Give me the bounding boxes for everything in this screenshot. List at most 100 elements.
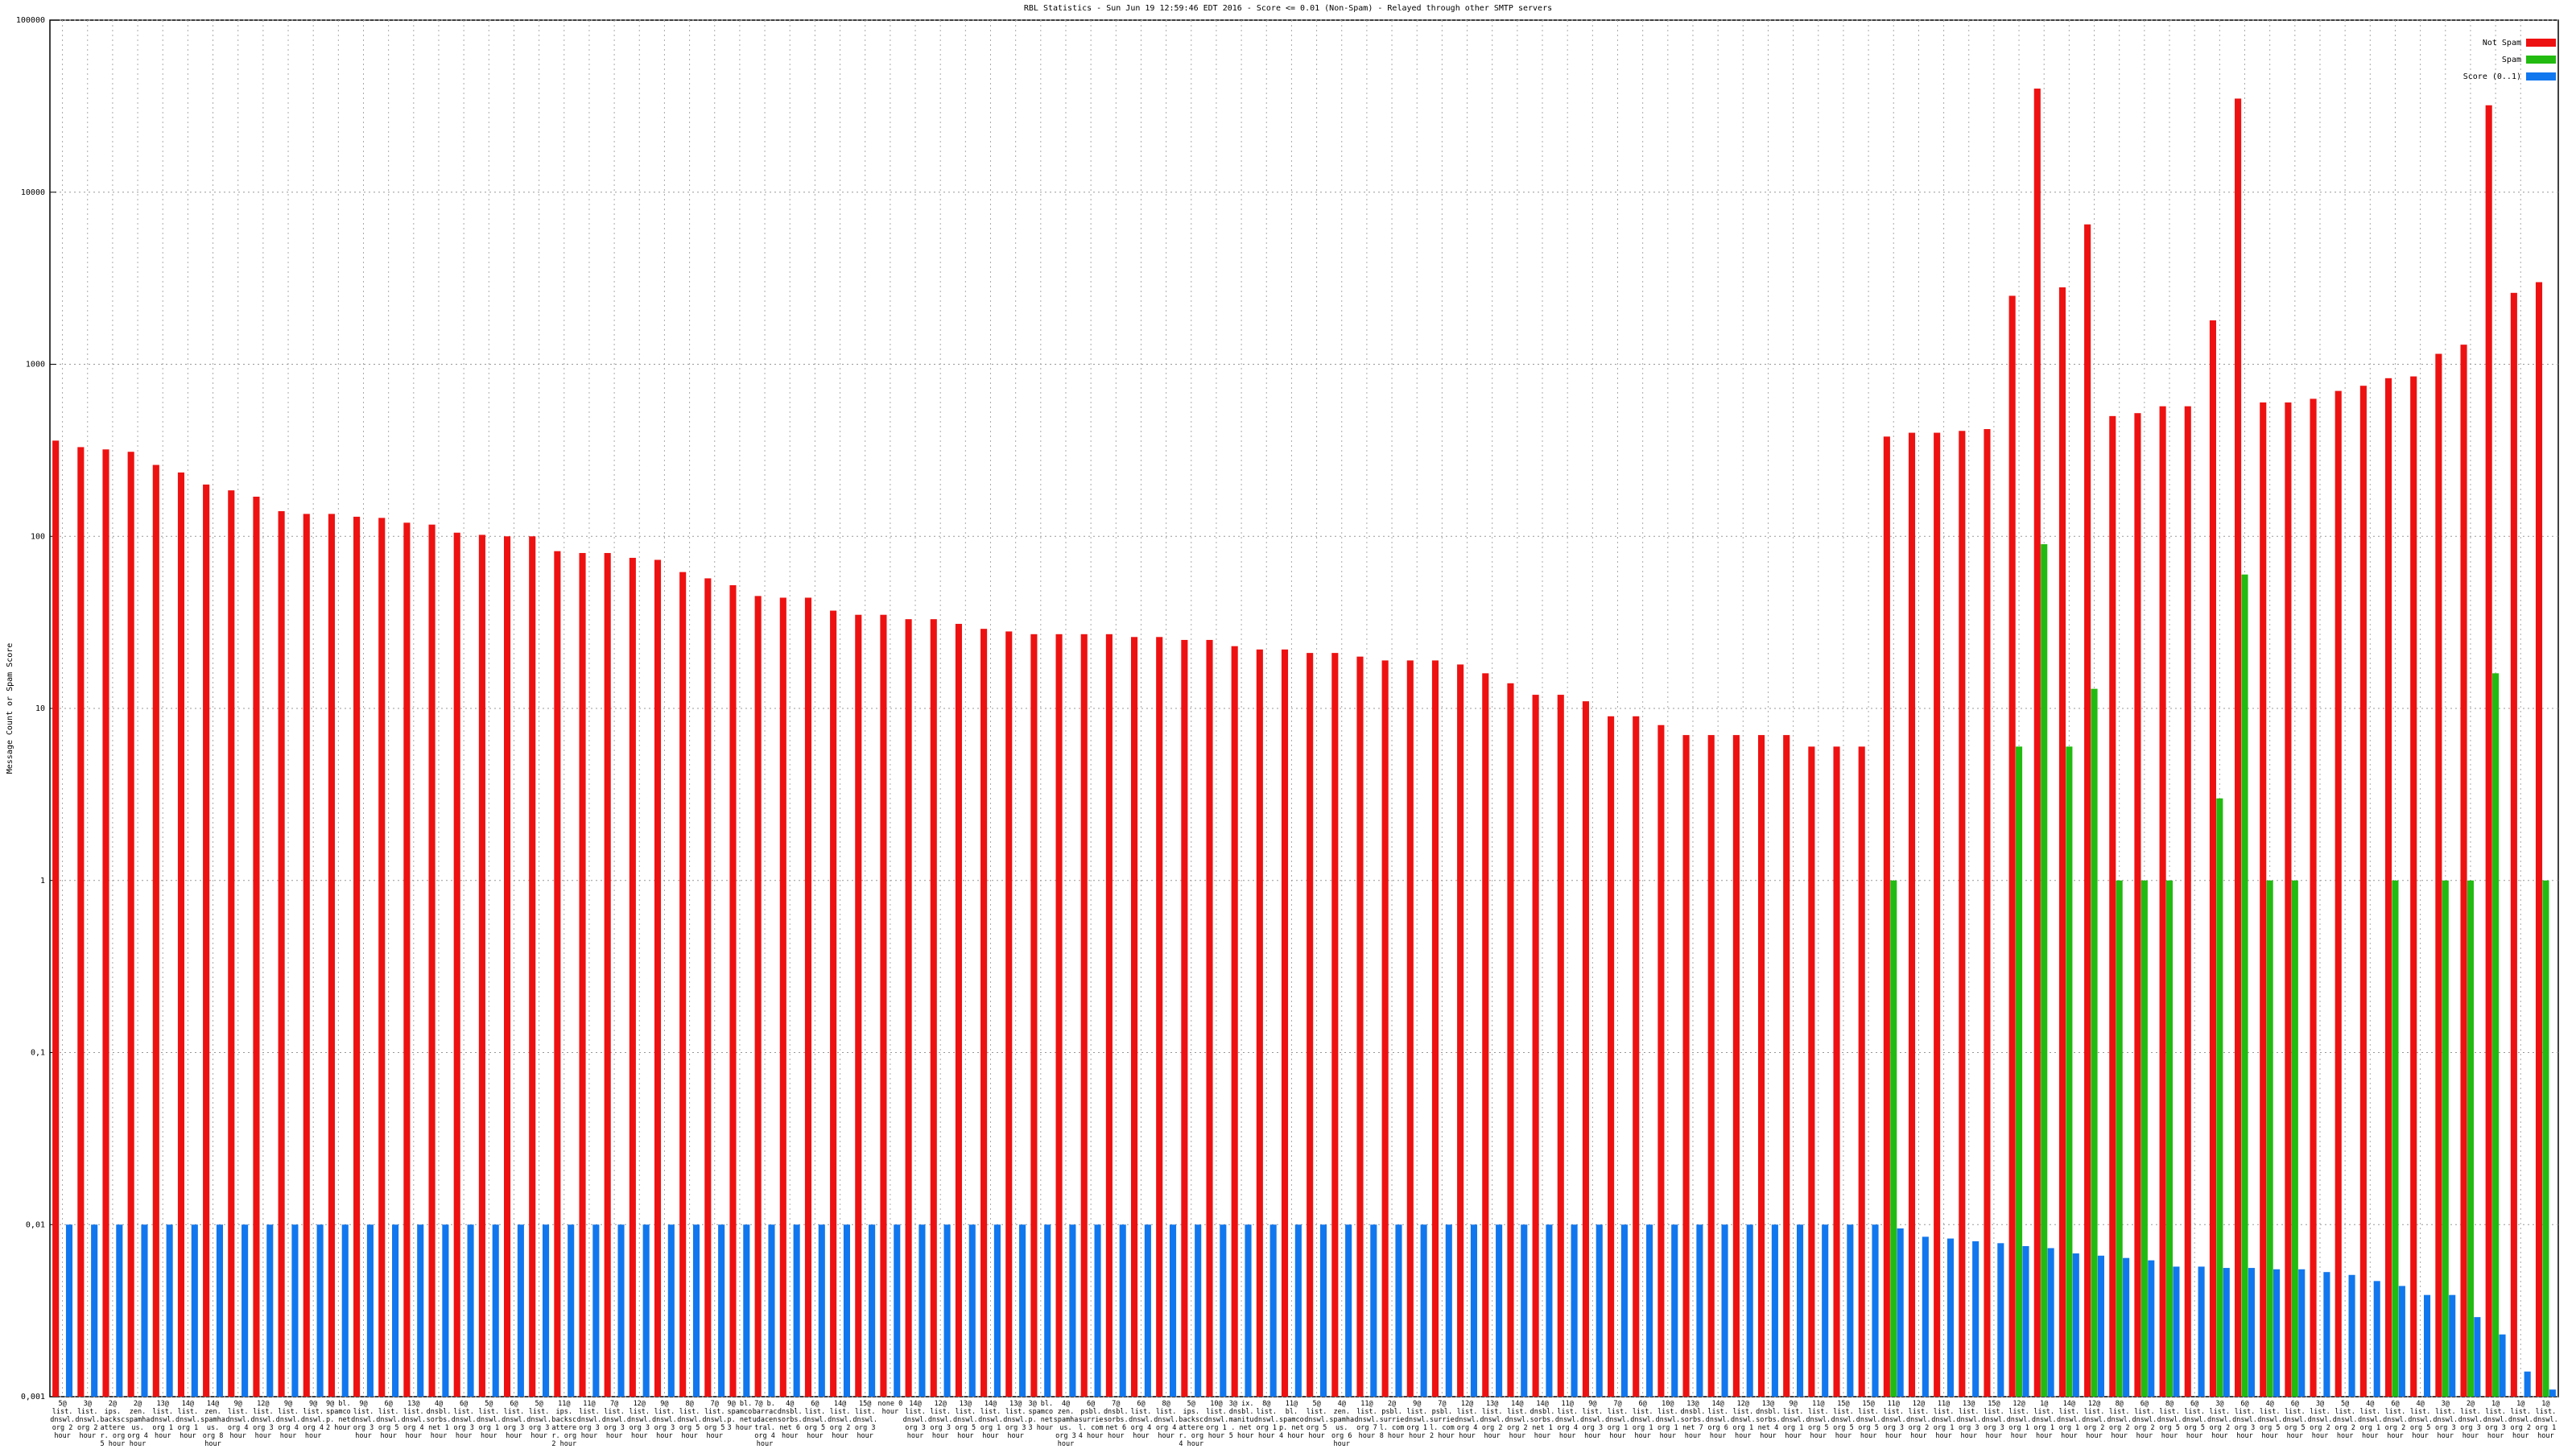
x-tick-label: 5@ list. dnswl. org 5 hour [1304,1400,1329,1440]
legend-swatch [2526,56,2556,64]
legend-label: Not Spam [2483,39,2521,47]
x-tick-label: 14@ dnsbl. sorbs. net 1 hour [1530,1400,1555,1440]
bar [993,1224,1001,1397]
x-tick-label: 2@ list. dnswl. org 3 hour [2458,1400,2483,1440]
bar [1847,1224,1854,1397]
bar [1771,1224,1778,1397]
bar [2223,1268,2230,1397]
bar [2084,224,2091,1397]
x-tick-label: 6@ list. dnswl. org 3 hour [502,1400,526,1440]
bar [1356,656,1364,1397]
x-tick-label: 11@ list. dnswl. org 7 hour [1354,1400,1380,1440]
bar [1019,1224,1026,1397]
bar [1395,1224,1402,1397]
x-tick-label: 8@ list. dnswl. org 5 hour [677,1400,702,1440]
x-tick-label: 3@ ix. dnsbl. manitu. net 5 hour [1228,1400,1254,1440]
x-tick-label: 13@ list. dnswl. org 1 hour [150,1400,175,1440]
x-tick-label: 8@ list. dnswl. org 1 hour [1253,1400,1279,1440]
bar [177,472,185,1397]
bar [692,1224,700,1397]
bar [442,1224,449,1397]
x-tick-label: 5@ list. dnswl. org 1 hour [476,1400,502,1440]
bar [1331,653,1339,1397]
bar [102,449,109,1397]
bar [2442,880,2449,1397]
bar [2016,746,2023,1397]
bar [2248,1268,2255,1397]
bar [529,536,536,1397]
bar [1206,639,1213,1397]
x-tick-label: 12@ list. dnswl. org 3 hour [626,1400,652,1440]
x-tick-label: 12@ list. dnswl. org 3 hour [927,1400,953,1440]
bar [341,1224,349,1397]
bar [654,559,662,1397]
bar [2492,673,2500,1397]
bar [2008,295,2016,1397]
x-tick-label: 14@ list. dnswl. org 6 hour [1705,1400,1731,1440]
bar [2392,880,2399,1397]
x-tick-label: 7@ list. dnswl. org 5 hour [702,1400,728,1440]
bar [1732,735,1740,1397]
bar [1521,1224,1528,1397]
x-tick-label: 4@ list. dnswl. org 5 hour [2257,1400,2283,1440]
bar [894,1224,901,1397]
bar [1105,634,1113,1397]
bar [1245,1224,1252,1397]
bar [768,1224,775,1397]
bar [2549,1389,2556,1397]
y-tick-label: 1 [40,877,45,886]
bar [2384,378,2392,1397]
bar [1055,634,1063,1397]
bar [116,1224,123,1397]
bar [2499,1334,2506,1397]
legend-label: Spam [2502,56,2521,64]
bar [743,1224,750,1397]
bar [492,1224,499,1397]
bar [1030,634,1038,1397]
x-tick-label: 6@ list. dnswl. org 5 hour [2182,1400,2207,1440]
bar [1281,649,1289,1397]
bar [1620,1224,1628,1397]
bar [718,1224,725,1397]
bar [1671,1224,1678,1397]
bar [242,1224,249,1397]
x-tick-label: none 0 hour [877,1400,903,1416]
x-tick-label: 14@ zen. spamhaus. org 8 hour [200,1400,225,1448]
plot-frame [49,19,2559,1397]
bar [2184,406,2191,1397]
bar [629,557,636,1397]
bar [1984,429,1991,1397]
x-tick-label: 7@ psbl. surriel. com 2 hour [1430,1400,1455,1440]
bar [1470,1224,1478,1397]
bar [2235,98,2242,1397]
bar [2273,1269,2281,1397]
x-tick-label: 11@ list. dnswl. org 3 hour [1880,1400,1906,1440]
x-tick-label: 3@ bl. spamcop. net 3 hour [1028,1400,1054,1432]
bar [880,614,887,1397]
bar [2285,402,2292,1397]
x-tick-label: 12@ list. dnswl. org 3 hour [250,1400,276,1440]
y-tick-label: 0,1 [31,1049,45,1058]
x-tick-label: 9@ list. dnswl. org 1 hour [1781,1400,1806,1440]
bar [2058,287,2066,1397]
bar [855,614,862,1397]
x-tick-label: 2@ ips. backscatterer. org 5 hour [100,1400,126,1448]
bar [2373,1281,2380,1397]
x-tick-label: 4@ dnsbl. sorbs. net 6 hour [777,1400,803,1440]
bar [642,1224,650,1397]
bar [1721,1224,1728,1397]
x-tick-label: 11@ bl. spamcop. net 4 hour [1279,1400,1304,1440]
bar [1482,673,1489,1397]
bar [1582,701,1589,1397]
bar [1833,746,1840,1397]
legend-swatch [2526,39,2556,47]
bar [2072,1253,2079,1397]
bar [253,496,260,1397]
bar [166,1224,173,1397]
bar [1457,664,1464,1397]
bar [617,1224,625,1397]
x-tick-label: 14@ list. dnswl. org 3 hour [902,1400,928,1440]
y-tick-label: 0,001 [21,1393,45,1402]
x-tick-label: 15@ list. dnswl. org 3 hour [1981,1400,2007,1440]
